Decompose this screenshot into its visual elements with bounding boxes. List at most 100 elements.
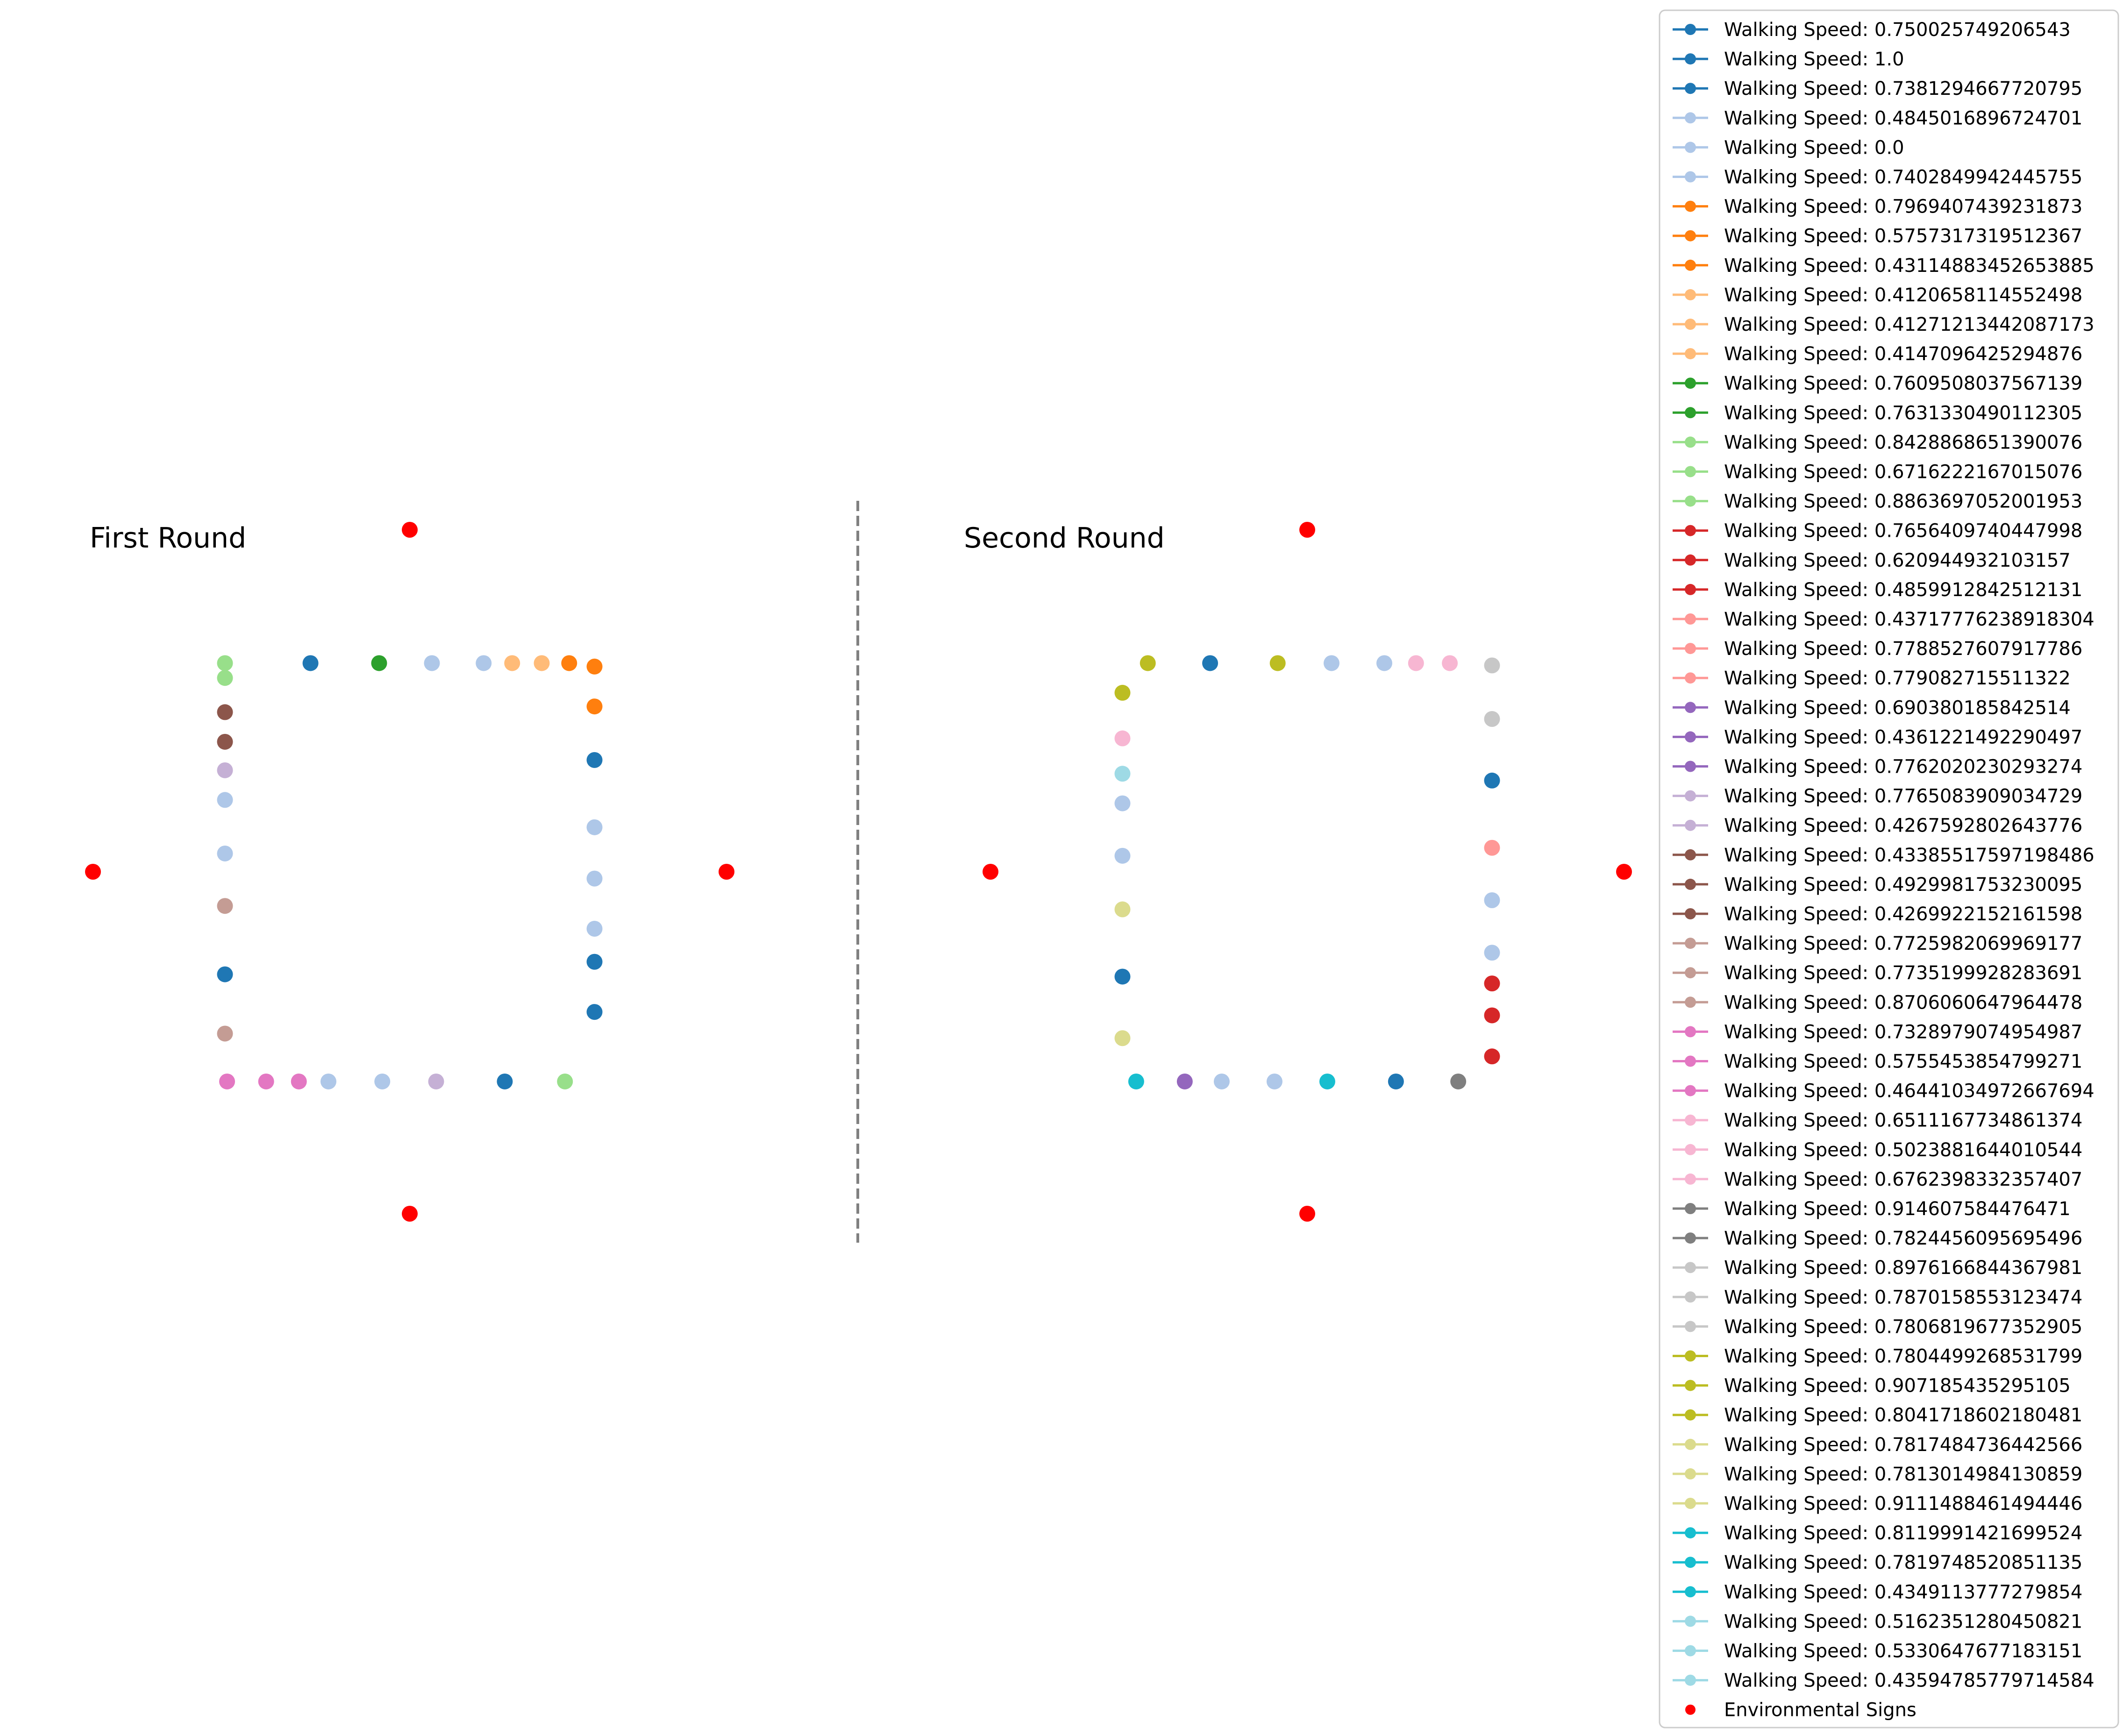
legend-label: Walking Speed: 0.7824456095695496 [1724, 1228, 2082, 1249]
legend-label: Walking Speed: 0.4361221492290497 [1724, 726, 2082, 748]
legend: Walking Speed: 0.750025749206543 Walking … [1659, 9, 2119, 1729]
legend-item: Walking Speed: 0.43594785779714584 [1673, 1670, 2095, 1692]
environmental-sign-point [719, 864, 734, 880]
legend-item: Walking Speed: 0.9111488461494446 [1673, 1493, 2082, 1515]
walker-point [371, 655, 387, 671]
environmental-sign-point [402, 522, 418, 538]
legend-marker [1685, 319, 1696, 330]
legend-item: Walking Speed: 0.8976166844367981 [1673, 1257, 2082, 1279]
walker-point [1484, 1007, 1500, 1024]
legend-label: Walking Speed: 0.4845016896724701 [1724, 107, 2082, 129]
walker-point [291, 1073, 307, 1089]
legend-marker [1685, 1203, 1696, 1214]
legend-marker [1685, 407, 1696, 419]
legend-item: Walking Speed: 0.7804499268531799 [1673, 1346, 2082, 1367]
walker-point [561, 655, 577, 671]
legend-item: Walking Speed: 0.5023881644010544 [1673, 1139, 2082, 1161]
walker-point [476, 655, 492, 671]
legend-label: Walking Speed: 0.7788527607917786 [1724, 638, 2082, 660]
legend-label: Walking Speed: 0.4147096425294876 [1724, 343, 2082, 365]
legend-label: Walking Speed: 0.8119991421699524 [1724, 1523, 2082, 1544]
legend-item: Walking Speed: 0.7402849942445755 [1673, 167, 2082, 188]
legend-marker [1685, 525, 1696, 536]
second-round-points [983, 522, 1632, 1222]
legend-marker [1685, 1321, 1696, 1332]
legend-marker [1685, 1674, 1696, 1686]
legend-label: Walking Speed: 0.0 [1724, 137, 1904, 158]
legend-label: Walking Speed: 0.7609508037567139 [1724, 373, 2082, 394]
walker-point [302, 655, 319, 671]
legend-item: Walking Speed: 0.7656409740447998 [1673, 520, 2082, 542]
legend-marker [1685, 1586, 1696, 1598]
walker-point [1442, 655, 1458, 671]
legend-marker [1685, 1144, 1696, 1155]
legend-item: Walking Speed: 0.620944932103157 [1673, 550, 2071, 571]
walker-point [586, 819, 603, 835]
walker-point [586, 752, 603, 768]
environmental-sign-point [1299, 1206, 1315, 1222]
legend-item: Walking Speed: 0.43717776238918304 [1673, 609, 2095, 630]
legend-item: Walking Speed: 0.4120658114552498 [1673, 285, 2082, 306]
legend-marker [1685, 643, 1696, 655]
legend-marker [1685, 466, 1696, 477]
legend-item: Walking Speed: 0.690380185842514 [1673, 697, 2071, 719]
legend-item: Walking Speed: 0.7328979074954987 [1673, 1021, 2082, 1043]
walker-point [1114, 1030, 1131, 1046]
legend-label: Walking Speed: 0.4269922152161598 [1724, 904, 2082, 925]
legend-item: Walking Speed: 0.7817484736442566 [1673, 1434, 2082, 1456]
legend-marker [1685, 1615, 1696, 1627]
walker-point [1202, 655, 1218, 671]
walker-point [1450, 1073, 1467, 1089]
walker-point [1323, 655, 1339, 671]
legend-label: Walking Speed: 0.5023881644010544 [1724, 1139, 2082, 1161]
legend-label: Walking Speed: 0.7328979074954987 [1724, 1021, 2082, 1043]
legend-marker [1685, 1645, 1696, 1657]
legend-item: Walking Speed: 0.7806819677352905 [1673, 1316, 2082, 1338]
legend-item: Environmental Signs [1685, 1700, 1916, 1721]
legend-label: Walking Speed: 1.0 [1724, 49, 1904, 70]
legend-item: Walking Speed: 0.43114883452653885 [1673, 255, 2095, 277]
legend-label: Walking Speed: 0.7762020230293274 [1724, 756, 2082, 778]
legend-label: Walking Speed: 0.4929981753230095 [1724, 874, 2082, 896]
legend-marker [1685, 1262, 1696, 1274]
walker-point [504, 655, 520, 671]
legend-marker [1685, 1350, 1696, 1362]
walker-point [258, 1073, 274, 1089]
walker-point [1128, 1073, 1144, 1089]
legend-item: Walking Speed: 0.6716222167015076 [1673, 462, 2082, 483]
legend-label: Walking Speed: 0.41271213442087173 [1724, 314, 2095, 335]
walker-point [1376, 655, 1392, 671]
legend-label: Walking Speed: 0.7813014984130859 [1724, 1464, 2082, 1485]
legend-item: Walking Speed: 0.5162351280450821 [1673, 1611, 2082, 1632]
legend-marker [1685, 1527, 1696, 1539]
legend-marker [1685, 967, 1696, 979]
legend-item: Walking Speed: 0.779082715511322 [1673, 668, 2071, 689]
legend-label: Walking Speed: 0.6716222167015076 [1724, 462, 2082, 483]
legend-label: Walking Speed: 0.750025749206543 [1724, 19, 2071, 41]
legend-item: Walking Speed: 0.7788527607917786 [1673, 638, 2082, 660]
legend-item: Walking Speed: 0.7870158553123474 [1673, 1287, 2082, 1308]
environmental-sign-point [983, 864, 998, 880]
legend-item: Walking Speed: 0.5757317319512367 [1673, 226, 2082, 247]
walker-point [1484, 945, 1500, 961]
walker-point [1484, 975, 1500, 992]
walker-point [217, 655, 233, 671]
walker-point [217, 762, 233, 778]
walker-point [1319, 1073, 1335, 1089]
legend-marker [1685, 495, 1696, 507]
walker-point [1408, 655, 1424, 671]
legend-marker [1685, 348, 1696, 360]
legend-label: Walking Speed: 0.7804499268531799 [1724, 1346, 2082, 1367]
environmental-sign-point [85, 864, 101, 880]
legend-label: Walking Speed: 0.914607584476471 [1724, 1198, 2071, 1220]
legend-item: Walking Speed: 0.7631330490112305 [1673, 402, 2082, 424]
walker-point [586, 1004, 603, 1020]
legend-item: Walking Speed: 0.7725982069969177 [1673, 933, 2082, 954]
legend-marker [1685, 1291, 1696, 1303]
first-round-points [85, 522, 734, 1222]
legend-marker [1685, 1438, 1696, 1450]
walker-point [1114, 766, 1131, 782]
legend-marker [1685, 613, 1696, 625]
legend-marker [1685, 377, 1696, 389]
